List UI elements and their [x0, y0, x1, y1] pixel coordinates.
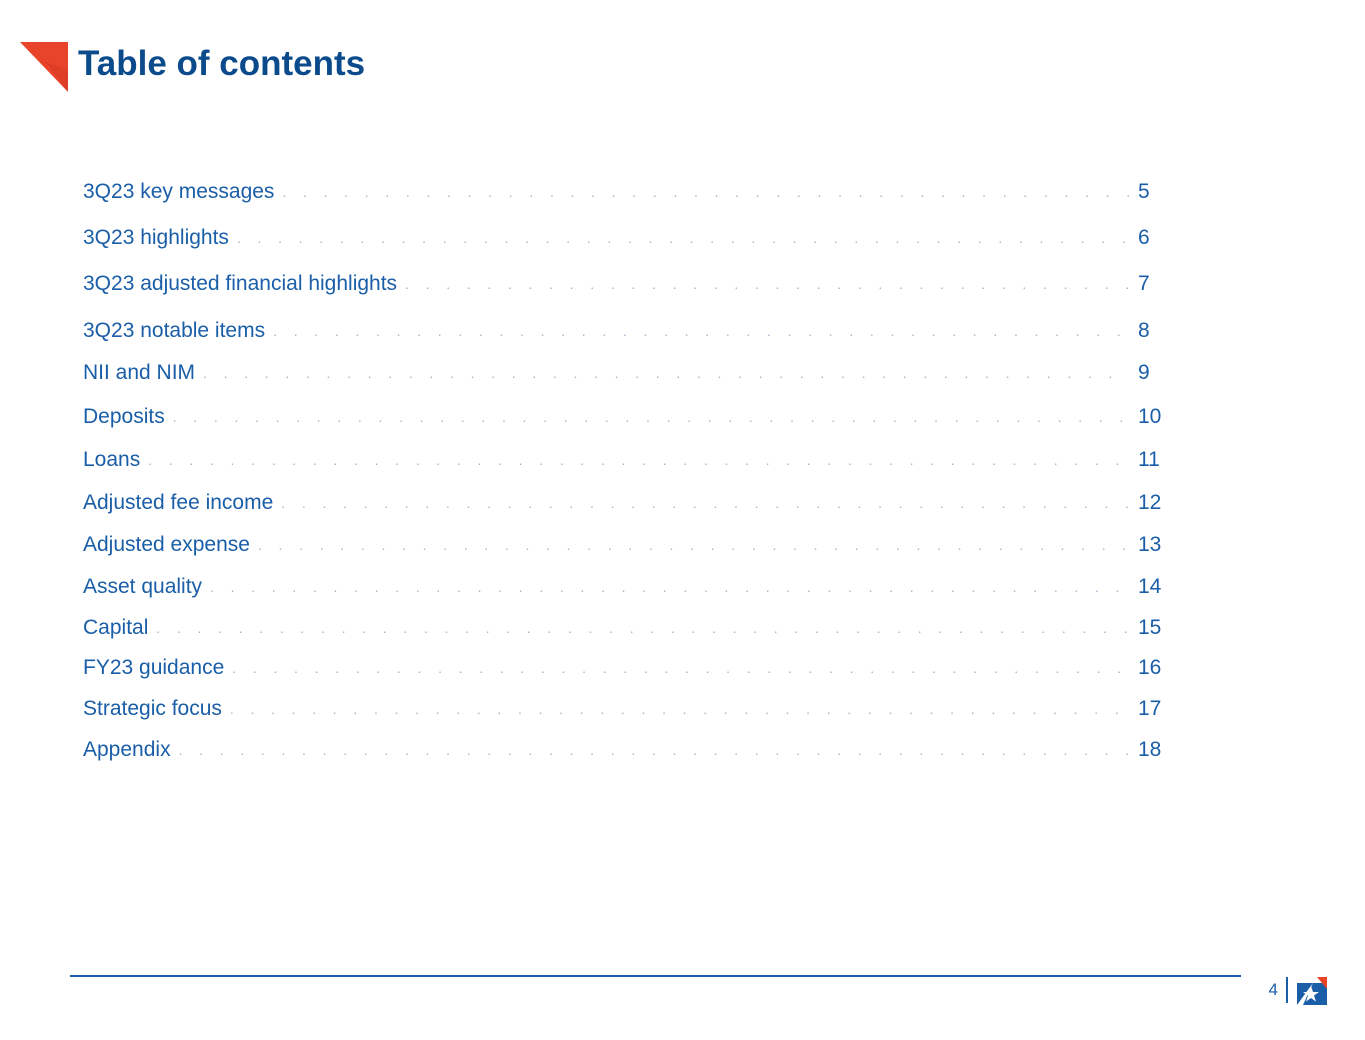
toc-item-label: Loans — [83, 448, 141, 471]
toc-leader-dots: . . . . . . . . . . . . . . . . . . . . … — [229, 701, 1130, 717]
toc-item[interactable]: Loans . . . . . . . . . . . . . . . . . … — [83, 446, 1178, 474]
toc-leader-dots: . . . . . . . . . . . . . . . . . . . . … — [232, 660, 1130, 676]
toc-item[interactable]: Strategic focus . . . . . . . . . . . . … — [83, 695, 1178, 723]
toc-item[interactable]: Adjusted fee income . . . . . . . . . . … — [83, 489, 1178, 517]
toc-item-label: Deposits — [83, 405, 165, 428]
toc-item[interactable]: 3Q23 highlights . . . . . . . . . . . . … — [83, 224, 1178, 252]
toc-item-label: 3Q23 adjusted financial highlights — [83, 272, 398, 295]
toc-item[interactable]: 3Q23 adjusted financial highlights . . .… — [83, 270, 1178, 298]
toc-leader-dots: . . . . . . . . . . . . . . . . . . . . … — [178, 742, 1130, 758]
toc-item-label: Adjusted fee income — [83, 491, 274, 514]
toc-item-page: 18 — [1138, 738, 1162, 761]
toc-item[interactable]: 3Q23 key messages . . . . . . . . . . . … — [83, 178, 1178, 206]
toc-item-label: Adjusted expense — [83, 533, 250, 556]
toc-leader-dots: . . . . . . . . . . . . . . . . . . . . … — [172, 409, 1130, 425]
toc-leader-dots: . . . . . . . . . . . . . . . . . . . . … — [148, 452, 1130, 468]
toc-item[interactable]: Appendix . . . . . . . . . . . . . . . .… — [83, 736, 1178, 764]
toc-leader-dots: . . . . . . . . . . . . . . . . . . . . … — [210, 579, 1130, 595]
toc-leader-dots: . . . . . . . . . . . . . . . . . . . . … — [273, 323, 1130, 339]
page-number: 4 — [1268, 980, 1278, 999]
toc-item-page: 17 — [1138, 697, 1162, 720]
toc-leader-dots: . . . . . . . . . . . . . . . . . . . . … — [203, 365, 1130, 381]
toc-item-label: Asset quality — [83, 575, 203, 598]
toc-item-page: 12 — [1138, 491, 1162, 514]
toc-item-page: 16 — [1138, 656, 1162, 679]
toc-item-page: 14 — [1138, 575, 1162, 598]
page-title: Table of contents — [78, 44, 366, 83]
toc-item[interactable]: Asset quality . . . . . . . . . . . . . … — [83, 573, 1178, 601]
toc-leader-dots: . . . . . . . . . . . . . . . . . . . . … — [281, 495, 1130, 511]
toc-item-page: 8 — [1138, 319, 1150, 342]
toc-item[interactable]: FY23 guidance . . . . . . . . . . . . . … — [83, 654, 1178, 682]
toc-item[interactable]: Deposits . . . . . . . . . . . . . . . .… — [83, 403, 1178, 431]
toc-item-label: NII and NIM — [83, 361, 196, 384]
toc-item-label: FY23 guidance — [83, 656, 225, 679]
toc-item-page: 15 — [1138, 616, 1162, 639]
toc-item-label: 3Q23 highlights — [83, 226, 229, 249]
corner-accent-icon — [20, 42, 68, 92]
toc-item-label: Capital — [83, 616, 149, 639]
toc-item-label: Appendix — [83, 738, 171, 761]
toc-item-page: 6 — [1138, 226, 1150, 249]
toc-item-page: 10 — [1138, 405, 1162, 428]
toc-item-page: 9 — [1138, 361, 1150, 384]
toc-item-label: 3Q23 notable items — [83, 319, 266, 342]
toc-item-page: 11 — [1138, 448, 1160, 471]
footer-divider — [70, 975, 1241, 977]
toc-item-page: 5 — [1138, 180, 1150, 203]
toc-item[interactable]: Capital . . . . . . . . . . . . . . . . … — [83, 614, 1178, 642]
toc-item-page: 7 — [1138, 272, 1150, 295]
bank-star-logo-icon — [1297, 977, 1327, 1005]
toc-item-label: 3Q23 key messages — [83, 180, 275, 203]
toc-item[interactable]: Adjusted expense . . . . . . . . . . . .… — [83, 531, 1178, 559]
footer-separator — [1286, 977, 1288, 1003]
toc-item-page: 13 — [1138, 533, 1162, 556]
toc-leader-dots: . . . . . . . . . . . . . . . . . . . . … — [236, 230, 1130, 246]
toc-leader-dots: . . . . . . . . . . . . . . . . . . . . … — [156, 620, 1130, 636]
toc-leader-dots: . . . . . . . . . . . . . . . . . . . . … — [282, 184, 1130, 200]
toc-leader-dots: . . . . . . . . . . . . . . . . . . . . … — [405, 276, 1130, 292]
toc-item[interactable]: 3Q23 notable items . . . . . . . . . . .… — [83, 317, 1178, 345]
toc-item[interactable]: NII and NIM . . . . . . . . . . . . . . … — [83, 359, 1178, 387]
toc-leader-dots: . . . . . . . . . . . . . . . . . . . . … — [257, 537, 1130, 553]
toc-item-label: Strategic focus — [83, 697, 222, 720]
